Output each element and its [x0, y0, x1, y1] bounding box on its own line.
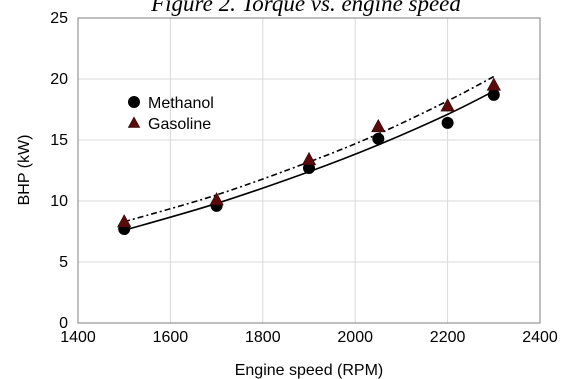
gasoline-point [209, 192, 224, 206]
x-axis-label: Engine speed (RPM) [235, 362, 384, 379]
x-tick-label: 1600 [153, 329, 189, 346]
methanol-point [372, 132, 385, 145]
y-tick-label: 0 [59, 315, 68, 332]
gasoline-point [117, 214, 132, 228]
gasoline-point [486, 77, 501, 91]
gasoline-point [301, 151, 317, 166]
x-tick-label: 2000 [337, 329, 373, 346]
x-tick-label: 2400 [522, 329, 558, 346]
gasoline-point [371, 118, 386, 133]
legend-marker-methanol [128, 96, 140, 108]
grid [78, 18, 540, 323]
methanol-point [441, 116, 454, 129]
x-tick-label: 1400 [60, 329, 96, 346]
legend-label: Gasoline [148, 116, 211, 133]
legend: Methanol Gasoline [127, 95, 214, 133]
y-axis-label: BHP (kW) [16, 135, 33, 206]
y-tick-label: 15 [50, 132, 68, 149]
methanol-trendline [123, 90, 495, 232]
y-tick-label: 25 [50, 10, 68, 27]
y-tick-label: 5 [59, 254, 68, 271]
y-tick-label: 10 [50, 193, 68, 210]
legend-marker-gasoline [127, 116, 141, 128]
y-tick-labels: 0 5 10 15 20 25 [50, 10, 68, 332]
data-points [117, 77, 501, 236]
figure-caption: Figure 2. Torque vs. engine speed [151, 0, 461, 16]
x-tick-labels: 1400 1600 1800 2000 2200 2400 [60, 329, 558, 346]
y-tick-label: 20 [50, 71, 68, 88]
gasoline-point [440, 98, 455, 112]
methanol-point [487, 88, 500, 101]
x-tick-label: 1800 [245, 329, 281, 346]
plot-area [77, 17, 541, 324]
legend-label: Methanol [148, 95, 214, 112]
x-tick-label: 2200 [430, 329, 466, 346]
